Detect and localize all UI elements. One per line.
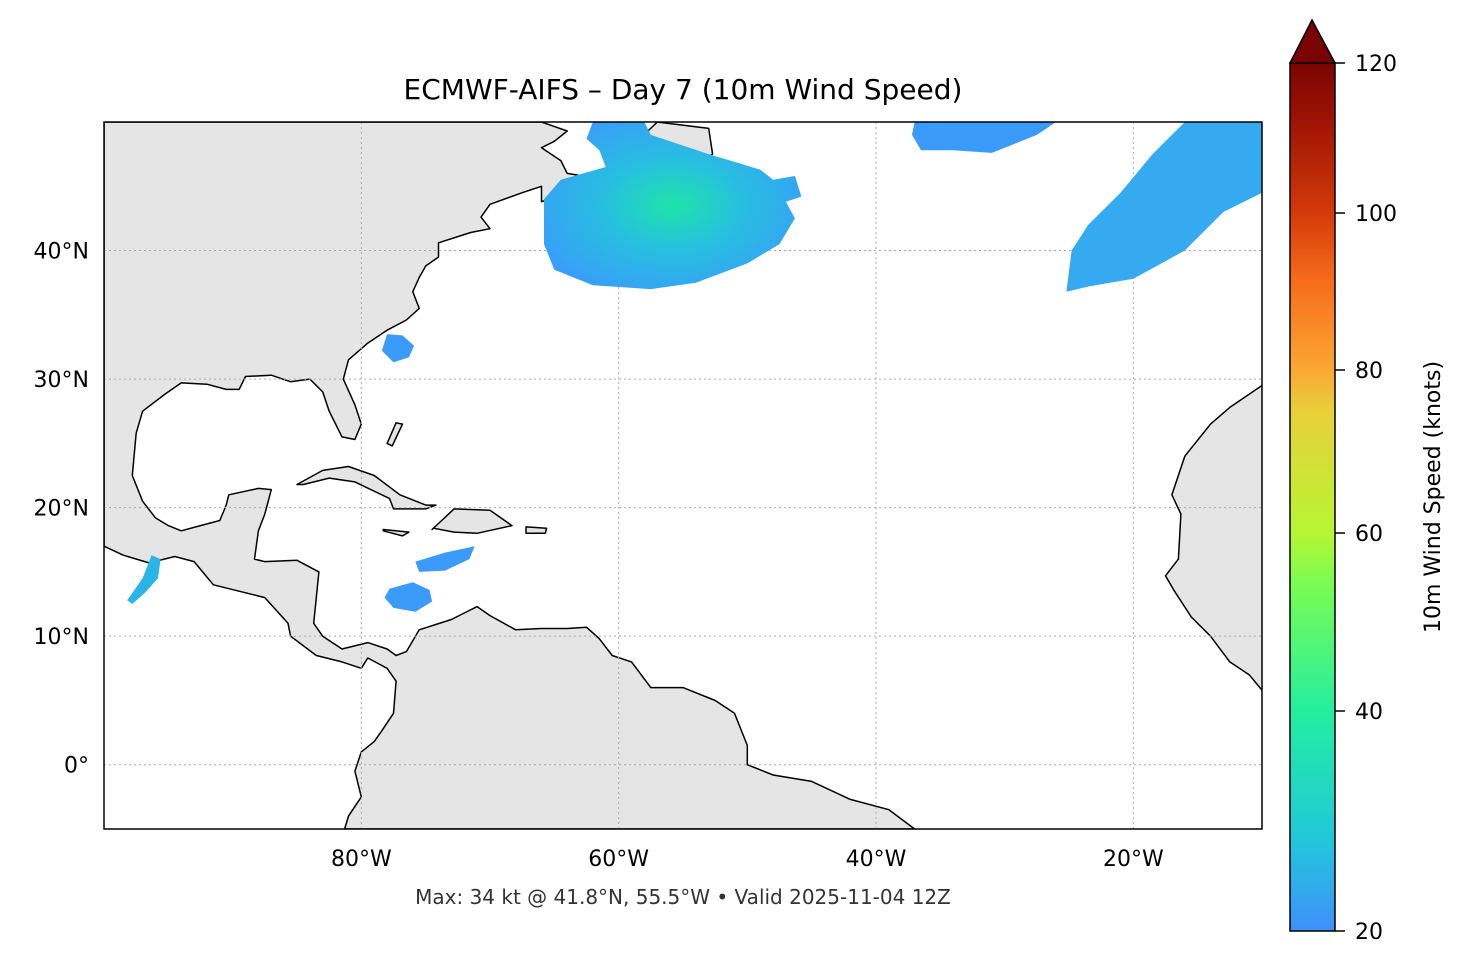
gridlines: [104, 122, 1262, 829]
wind-region-mid-atlantic: [912, 122, 1057, 153]
lon-tick-label: 80°W: [331, 847, 392, 872]
map-frame: [103, 121, 1263, 830]
lat-tick-label: 30°N: [34, 368, 89, 393]
wind-speed-layer: [127, 122, 1262, 612]
lat-tick-label: 0°: [64, 754, 89, 779]
wind-region-pacific: [127, 555, 161, 604]
axis-ticks: 80°W 60°W 40°W 20°W 40°N 30°N 20°N 10°N 0°: [34, 240, 1164, 872]
land-bahamas: [386, 422, 404, 447]
lat-tick-label: 10°N: [34, 625, 89, 650]
colorbar-tick-label: 120: [1355, 52, 1397, 77]
map-area: [104, 122, 1262, 829]
footer-info: Max: 34 kt @ 41.8°N, 55.5°W • Valid 2025…: [415, 885, 951, 909]
wind-region-off-carolina: [381, 334, 415, 363]
lat-tick-label: 40°N: [34, 240, 89, 265]
colorbar-tick-label: 100: [1355, 202, 1397, 227]
lon-tick-label: 20°W: [1103, 847, 1164, 872]
land-hispaniola: [431, 508, 513, 535]
wind-region-max: [544, 122, 802, 290]
lat-tick-label: 20°N: [34, 497, 89, 522]
map-title: ECMWF-AIFS – Day 7 (10m Wind Speed): [404, 73, 963, 106]
colorbar-tick-label: 60: [1355, 522, 1383, 547]
wind-region-caribbean-south: [384, 582, 433, 612]
land-cuba: [296, 465, 437, 510]
lon-tick-label: 60°W: [588, 847, 649, 872]
colorbar-ticks: 120 100 80 60 40 20: [1335, 52, 1397, 945]
colorbar-tick-label: 40: [1355, 700, 1383, 725]
lon-tick-label: 40°W: [846, 847, 907, 872]
colorbar-gradient: [1289, 62, 1336, 932]
colorbar: 120 100 80 60 40 20 10m Wind Speed (knots): [1288, 18, 1446, 945]
colorbar-label: 10m Wind Speed (knots): [1421, 361, 1446, 633]
land-jamaica: [382, 528, 410, 537]
wind-region-east-atlantic: [1066, 122, 1262, 292]
colorbar-tick-label: 80: [1355, 359, 1383, 384]
land-africa: [1164, 384, 1262, 691]
wind-region-caribbean-north: [415, 546, 475, 572]
colorbar-extend-arrow: [1288, 18, 1337, 64]
land-puerto-rico: [525, 526, 548, 535]
colorbar-tick-label: 20: [1355, 920, 1383, 945]
land-north-south-america: [104, 122, 916, 829]
